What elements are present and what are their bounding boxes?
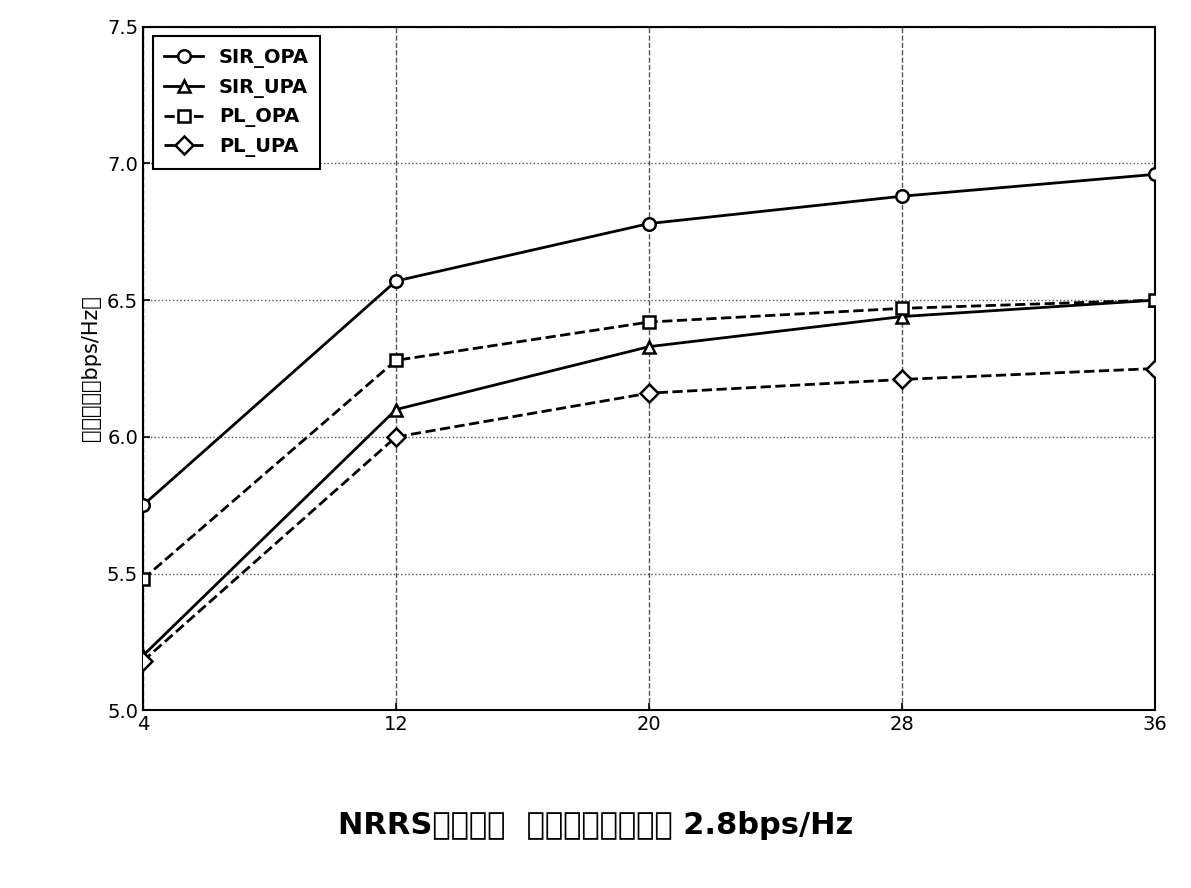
SIR_OPA [896,191,910,202]
Line: SIR_UPA: SIR_UPA [137,294,1161,662]
PL_UPA [136,656,150,667]
SIR_OPA [136,500,150,511]
SIR_UPA [642,341,656,352]
PL_OPA [136,574,150,584]
Line: PL_UPA: PL_UPA [137,362,1161,668]
Line: PL_OPA: PL_OPA [137,294,1161,585]
PL_OPA [642,317,656,328]
Y-axis label: 平均容量（bps/Hz）: 平均容量（bps/Hz） [81,296,101,441]
PL_UPA [896,374,910,385]
SIR_UPA [388,404,403,415]
PL_OPA [388,355,403,366]
SIR_UPA [136,650,150,661]
Text: NRRS的数量；  直接传输的容量： 2.8bps/Hz: NRRS的数量； 直接传输的容量： 2.8bps/Hz [338,812,853,840]
PL_OPA [1148,295,1162,305]
PL_UPA [388,432,403,442]
Line: SIR_OPA: SIR_OPA [137,168,1161,511]
SIR_OPA [642,218,656,229]
PL_UPA [1148,363,1162,374]
SIR_UPA [896,311,910,321]
PL_UPA [642,388,656,399]
Legend: SIR_OPA, SIR_UPA, PL_OPA, PL_UPA: SIR_OPA, SIR_UPA, PL_OPA, PL_UPA [152,36,320,169]
SIR_OPA [1148,169,1162,179]
SIR_UPA [1148,295,1162,305]
SIR_OPA [388,275,403,286]
PL_OPA [896,303,910,313]
